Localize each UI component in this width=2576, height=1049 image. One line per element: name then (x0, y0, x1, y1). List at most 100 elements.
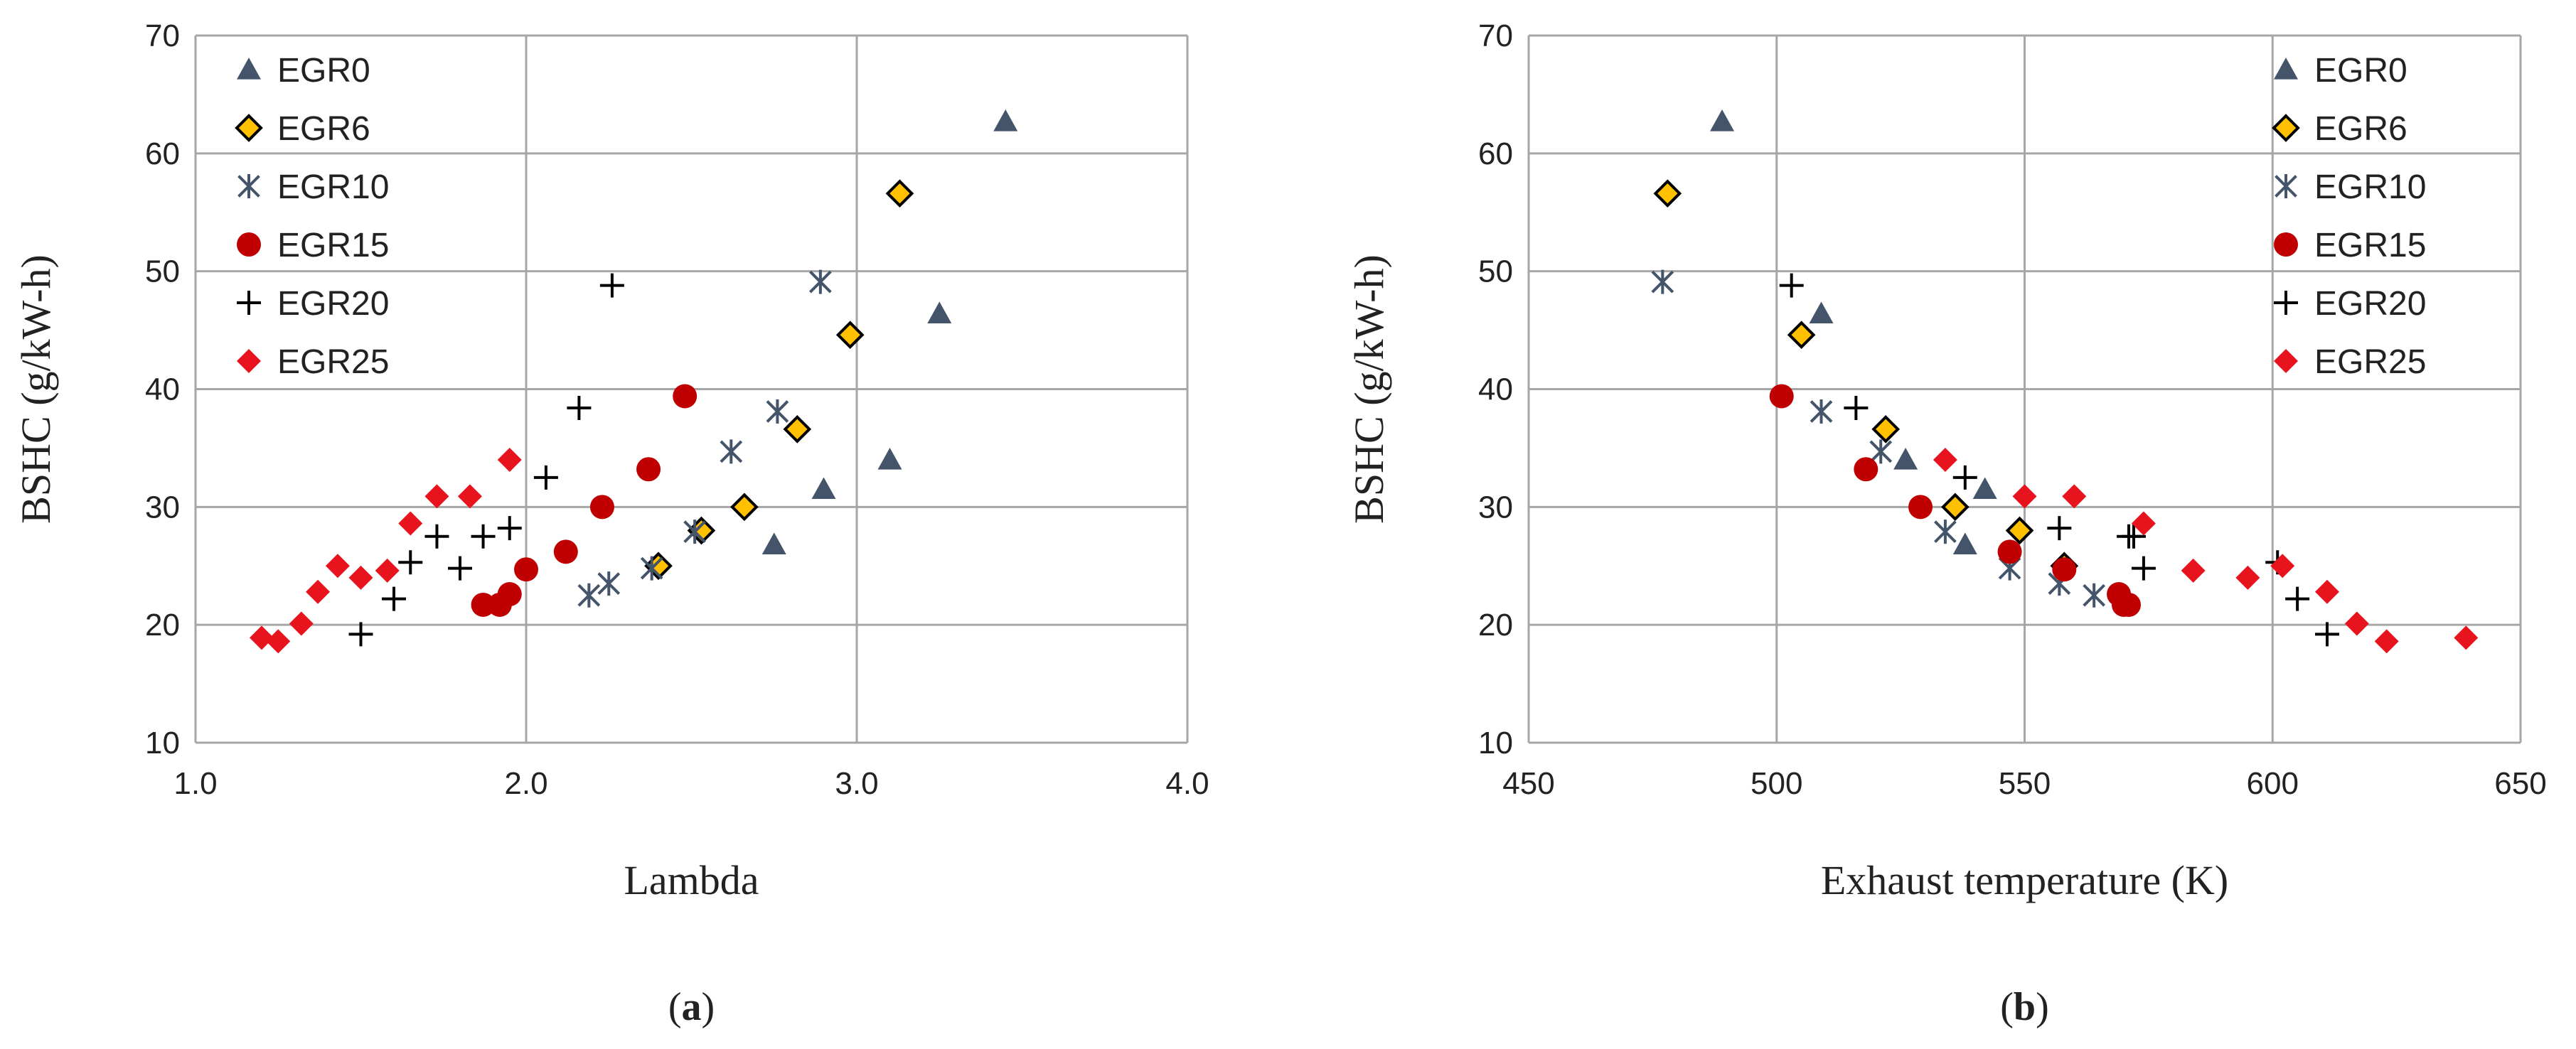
y-tick-label: 30 (1478, 490, 1513, 524)
data-point-egr10 (577, 583, 601, 608)
data-point-egr25 (2314, 579, 2339, 604)
data-point-egr15 (553, 539, 578, 564)
data-point-egr10 (683, 520, 707, 544)
panel-label: (b) (2000, 985, 2048, 1029)
y-tick-label: 50 (145, 254, 180, 289)
legend-marker-egr15 (237, 232, 261, 257)
data-point-egr0 (1893, 448, 1918, 470)
x-axis-label: Lambda (624, 857, 759, 903)
legend-label-egr15: EGR15 (2314, 227, 2426, 264)
y-tick-label: 10 (145, 726, 180, 760)
data-point-egr15 (514, 557, 538, 582)
data-point-egr25 (2270, 554, 2295, 579)
data-point-egr6 (730, 493, 759, 522)
data-point-egr25 (348, 565, 373, 590)
data-point-egr25 (306, 579, 331, 604)
data-point-egr25 (2012, 484, 2037, 509)
data-point-egr20 (348, 622, 373, 647)
data-point-egr10 (640, 556, 663, 581)
y-tick-label: 20 (1478, 608, 1513, 642)
data-point-egr20 (533, 465, 558, 490)
data-point-egr6 (1871, 415, 1901, 443)
data-point-egr15 (673, 384, 698, 409)
legend-label-egr25: EGR25 (277, 343, 389, 381)
data-point-egr6 (885, 179, 914, 208)
data-point-egr25 (2235, 565, 2260, 590)
data-point-egr0 (877, 448, 902, 470)
data-point-egr0 (993, 109, 1018, 131)
legend-marker-egr0 (237, 58, 261, 80)
y-tick-label: 20 (145, 608, 180, 642)
panel-label-close: ) (702, 985, 715, 1029)
data-point-egr20 (1952, 465, 1977, 490)
data-point-egr25 (497, 448, 522, 472)
data-point-egr20 (1844, 396, 1869, 421)
data-point-egr20 (1779, 273, 1804, 298)
data-point-egr0 (1809, 301, 1834, 323)
data-point-egr10 (1934, 520, 1957, 544)
data-point-egr15 (1769, 384, 1794, 409)
chart-panel-a: 10 20 30 40 50 60 70 1.0 2.0 3.0 4.0 Lambda BSHC (g/… (13, 18, 1209, 1029)
data-point-egr20 (2314, 622, 2339, 647)
data-point-egr20 (471, 524, 496, 549)
data-point-egr20 (2285, 586, 2310, 611)
y-tick-label: 40 (145, 372, 180, 407)
x-tick-label: 550 (1999, 766, 2051, 801)
data-point-egr25 (2344, 611, 2369, 636)
series-egr20 (348, 273, 624, 647)
series-egr6 (644, 179, 914, 581)
data-point-egr25 (424, 484, 449, 509)
data-point-egr10 (1651, 269, 1674, 294)
y-tick-label: 60 (1478, 136, 1513, 171)
data-point-egr25 (2181, 558, 2206, 583)
legend: EGR0 EGR6 EGR10 EGR15 EGR20 EGR25 (235, 52, 389, 381)
legend-marker-egr0 (2274, 58, 2298, 80)
data-point-egr0 (1952, 532, 1977, 554)
data-point-egr15 (497, 582, 522, 607)
data-point-egr6 (2005, 516, 2034, 545)
legend-label-egr0: EGR0 (2314, 52, 2407, 90)
legend-label-egr20: EGR20 (2314, 285, 2426, 323)
data-point-egr25 (2131, 511, 2156, 536)
legend-label-egr15: EGR15 (277, 227, 389, 264)
series-egr10 (577, 269, 832, 608)
data-point-egr20 (2121, 524, 2146, 549)
data-point-egr20 (382, 586, 406, 611)
data-point-egr10 (2083, 583, 2106, 608)
y-tick-label: 70 (1478, 18, 1513, 53)
series-egr6 (1653, 179, 2079, 581)
legend-label-egr0: EGR0 (277, 52, 370, 90)
x-axis-label: Exhaust temperature (K) (1821, 857, 2228, 903)
y-tick-label: 10 (1478, 726, 1513, 760)
data-point-egr25 (289, 611, 314, 636)
data-point-egr6 (1653, 179, 1682, 208)
data-point-egr25 (325, 554, 350, 579)
data-point-egr15 (1997, 539, 2022, 564)
data-point-egr10 (597, 571, 621, 596)
data-point-egr10 (1869, 439, 1893, 464)
legend-label-egr6: EGR6 (2314, 110, 2407, 148)
legend-marker-egr10 (2275, 174, 2297, 198)
data-point-egr25 (250, 625, 274, 650)
data-point-egr25 (266, 629, 291, 654)
legend-marker-egr20 (2274, 291, 2298, 315)
data-point-egr25 (375, 558, 400, 583)
legend-marker-egr6 (235, 114, 263, 142)
data-point-egr15 (1854, 457, 1878, 482)
y-tick-label: 50 (1478, 254, 1513, 289)
series-egr15 (1769, 384, 2141, 617)
x-tick-label: 650 (2494, 766, 2546, 801)
panel-label-open: ( (2000, 985, 2014, 1029)
x-tick-label: 1.0 (173, 766, 217, 801)
data-point-egr0 (927, 301, 952, 323)
panel-label-letter: b (2014, 985, 2036, 1029)
data-point-egr6 (835, 321, 865, 350)
data-point-egr20 (2131, 556, 2156, 581)
data-point-egr6 (1787, 321, 1816, 350)
series-egr0 (761, 109, 1018, 554)
data-point-egr15 (636, 457, 661, 482)
data-point-egr10 (720, 439, 743, 464)
panel-label-open: ( (668, 985, 682, 1029)
series-egr0 (1710, 109, 1997, 554)
y-tick-label: 30 (145, 490, 180, 524)
